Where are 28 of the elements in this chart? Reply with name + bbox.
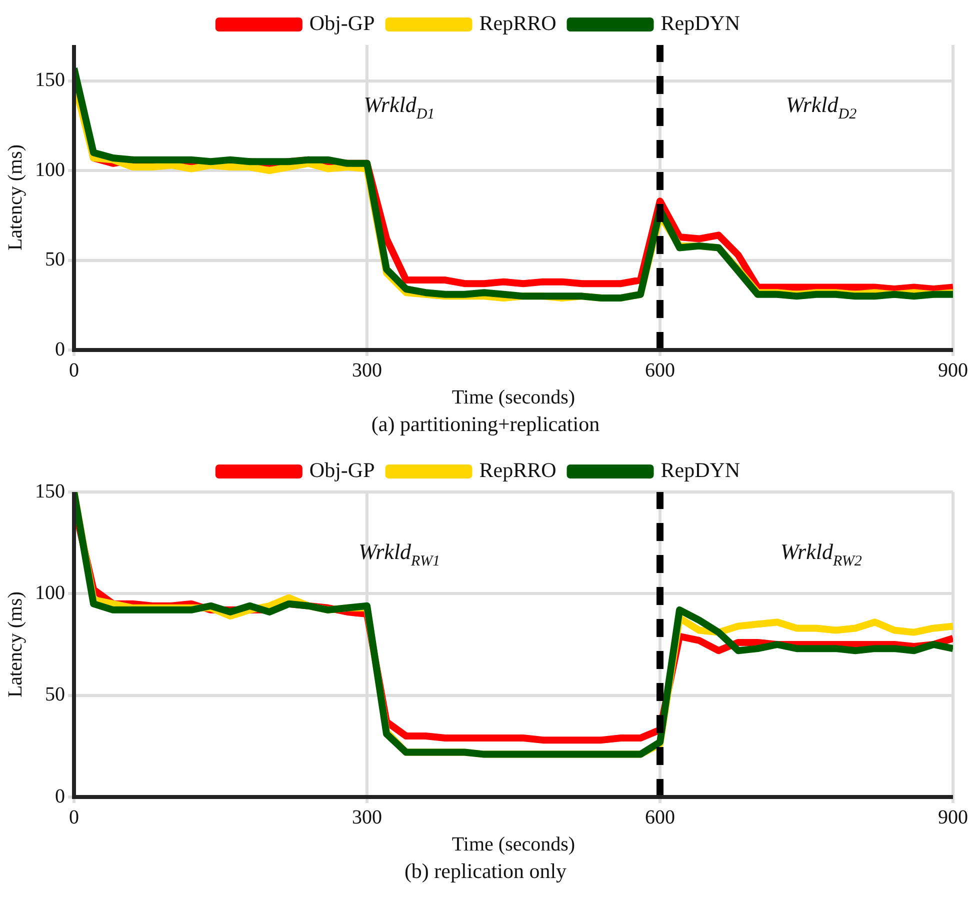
y-tick-label: 50 — [45, 684, 65, 706]
legend-label: RepDYN — [660, 458, 740, 482]
y-tick-label: 100 — [35, 158, 65, 181]
x-tick-label: 0 — [69, 806, 79, 828]
x-axis-title: Time (seconds) — [452, 386, 576, 408]
y-tick-label: 100 — [35, 582, 65, 604]
y-tick-label: 0 — [55, 785, 65, 808]
y-axis-title: Latency (ms) — [4, 591, 26, 698]
y-tick-label: 0 — [55, 338, 65, 360]
x-tick-label: 900 — [938, 359, 968, 382]
legend-label: Obj-GP — [309, 11, 375, 36]
y-tick-label: 50 — [45, 248, 65, 271]
text: (b) replication only — [403, 859, 568, 884]
legend-label: Obj-GP — [309, 458, 375, 482]
x-tick-label: 0 — [69, 359, 79, 382]
x-tick-label: 600 — [645, 359, 675, 382]
y-axis-title: Latency (ms) — [4, 144, 26, 251]
x-tick-label: 300 — [352, 806, 382, 828]
legend-label: RepDYN — [660, 11, 740, 36]
y-tick-label: 150 — [35, 480, 65, 502]
x-axis-title: Time (seconds) — [452, 833, 576, 856]
x-tick-label: 900 — [938, 806, 968, 828]
x-tick-label: 600 — [645, 806, 675, 828]
y-tick-label: 150 — [35, 69, 65, 92]
legend-label: RepRRO — [479, 458, 556, 482]
x-tick-label: 300 — [352, 359, 382, 382]
legend-label: RepRRO — [479, 11, 556, 36]
text: (a) partitioning+replication — [370, 412, 601, 437]
